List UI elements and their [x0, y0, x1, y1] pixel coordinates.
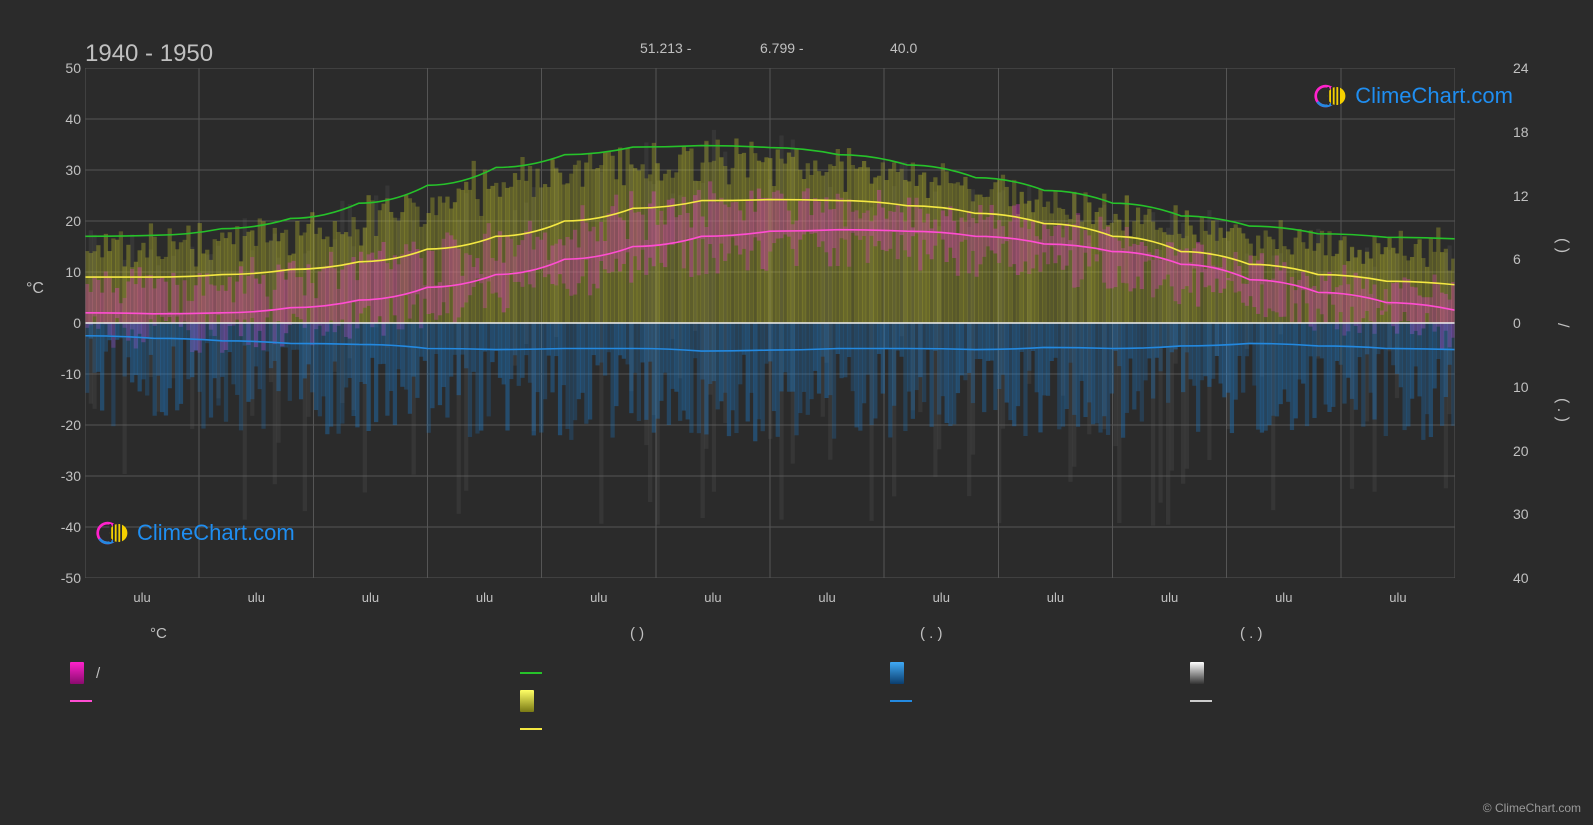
ytick-left: 30 — [45, 162, 81, 178]
ytick-right: 6 — [1513, 251, 1543, 267]
brand-logo-bottom: ClimeChart.com — [95, 515, 295, 551]
period-title: 1940 - 1950 — [85, 40, 213, 68]
brand-icon — [95, 515, 131, 551]
y-axis-right-label: ( ) / ( . ) — [1553, 100, 1571, 560]
ytick-left: 20 — [45, 213, 81, 229]
brand-text: ClimeChart.com — [1355, 83, 1513, 109]
ytick-left: 0 — [45, 315, 81, 331]
legend-head-1: °C — [150, 625, 167, 642]
y-axis-left-label: °C — [26, 280, 44, 298]
coord-lon: 6.799 - — [760, 40, 804, 56]
month-label: ulu — [933, 590, 950, 605]
month-label: ulu — [704, 590, 721, 605]
ytick-right: 18 — [1513, 124, 1543, 140]
climate-chart: 1940 - 1950 51.213 - 6.799 - 40.0 °C ( )… — [0, 0, 1593, 825]
legend-item: / — [70, 659, 430, 687]
ytick-left: -10 — [45, 366, 81, 382]
ytick-left: 50 — [45, 60, 81, 76]
ytick-left: 40 — [45, 111, 81, 127]
brand-logo-top: ClimeChart.com — [1313, 78, 1513, 114]
legend-col-2 — [520, 659, 880, 743]
ytick-left: -50 — [45, 570, 81, 586]
legend-head-2: ( ) — [630, 625, 644, 642]
legend: °C ( ) ( . ) ( . ) / — [70, 625, 1510, 651]
month-label: ulu — [590, 590, 607, 605]
brand-icon — [1313, 78, 1349, 114]
legend-item — [520, 687, 880, 715]
copyright: © ClimeChart.com — [1483, 801, 1581, 815]
month-label: ulu — [248, 590, 265, 605]
ytick-left: -20 — [45, 417, 81, 433]
legend-item-label: / — [96, 665, 100, 682]
ytick-right: 40 — [1513, 570, 1543, 586]
ytick-left: -30 — [45, 468, 81, 484]
month-label: ulu — [1047, 590, 1064, 605]
brand-text: ClimeChart.com — [137, 520, 295, 546]
ytick-left: 10 — [45, 264, 81, 280]
month-label: ulu — [476, 590, 493, 605]
legend-head-4: ( . ) — [1240, 625, 1263, 642]
ytick-left: -40 — [45, 519, 81, 535]
ytick-right: 10 — [1513, 379, 1543, 395]
ytick-right: 20 — [1513, 443, 1543, 459]
legend-item — [520, 715, 880, 743]
ytick-right: 24 — [1513, 60, 1543, 76]
ytick-right: 30 — [1513, 506, 1543, 522]
month-label: ulu — [133, 590, 150, 605]
month-label: ulu — [362, 590, 379, 605]
legend-item — [1190, 687, 1550, 715]
ytick-right: 0 — [1513, 315, 1543, 331]
legend-item — [520, 659, 880, 687]
legend-head-3: ( . ) — [920, 625, 943, 642]
legend-col-1: / — [70, 659, 430, 715]
month-label: ulu — [1275, 590, 1292, 605]
month-label: ulu — [1161, 590, 1178, 605]
month-label: ulu — [818, 590, 835, 605]
month-label: ulu — [1389, 590, 1406, 605]
legend-item — [70, 687, 430, 715]
legend-item — [1190, 659, 1550, 687]
coord-lat: 51.213 - — [640, 40, 691, 56]
plot-area — [85, 68, 1455, 578]
coord-alt: 40.0 — [890, 40, 917, 56]
ytick-right: 12 — [1513, 188, 1543, 204]
legend-col-4 — [1190, 659, 1550, 715]
